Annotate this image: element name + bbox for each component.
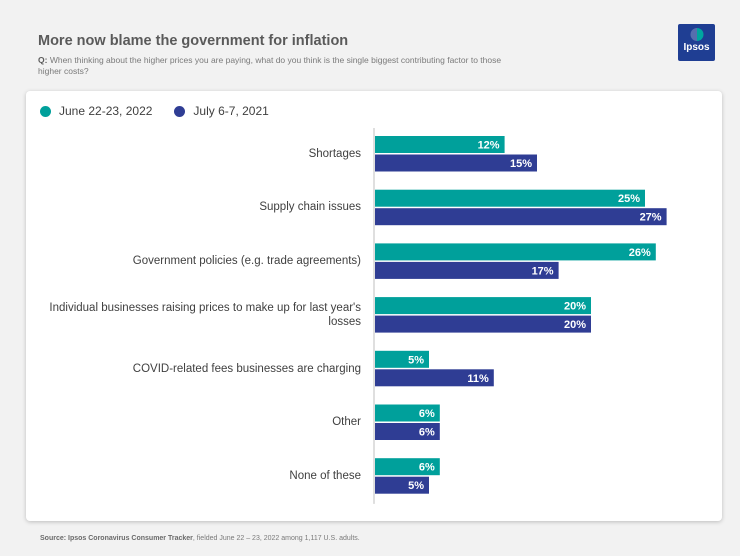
data-label: 15% bbox=[510, 158, 532, 170]
ipsos-logo-icon bbox=[690, 28, 704, 41]
category-label: Shortages bbox=[308, 147, 361, 160]
bar-2021 bbox=[375, 476, 429, 494]
ipsos-logo: Ipsos bbox=[678, 24, 715, 61]
question-prefix: Q: bbox=[38, 55, 48, 65]
bar-2021 bbox=[375, 261, 559, 279]
category-label: Other bbox=[332, 416, 361, 429]
data-label: 20% bbox=[564, 319, 586, 331]
category-label-box: None of these bbox=[289, 469, 361, 482]
data-label: 6% bbox=[419, 427, 435, 439]
category-label-box: COVID-related fees businesses are chargi… bbox=[132, 362, 361, 375]
legend-item-2022: June 22-23, 2022 bbox=[40, 104, 152, 118]
question-text: Q: When thinking about the higher prices… bbox=[38, 55, 508, 77]
category-label-box: Government policies (e.g. trade agreemen… bbox=[132, 255, 361, 268]
logo-light-half bbox=[690, 28, 697, 41]
bar-2022 bbox=[375, 404, 440, 422]
bar-2021 bbox=[375, 208, 667, 226]
category-label: Supply chain issues bbox=[259, 201, 361, 214]
bar-2021 bbox=[375, 154, 537, 172]
data-label: 6% bbox=[419, 462, 435, 474]
bar-2022 bbox=[375, 189, 645, 207]
category-label-box: Shortages bbox=[308, 147, 361, 160]
data-label: 12% bbox=[478, 140, 500, 152]
logo-accent-half bbox=[697, 28, 704, 41]
bar-2022 bbox=[375, 297, 591, 315]
legend-label-2021: July 6-7, 2021 bbox=[193, 104, 269, 118]
source-prefix: Source: bbox=[40, 535, 67, 542]
data-label: 6% bbox=[419, 408, 435, 420]
page-title: More now blame the government for inflat… bbox=[38, 33, 349, 49]
data-label: 27% bbox=[640, 212, 662, 224]
source-note: Source: Ipsos Coronavirus Consumer Track… bbox=[40, 535, 360, 542]
category-label: None of these bbox=[289, 469, 361, 482]
bar-2021 bbox=[375, 423, 440, 440]
bar-2022 bbox=[375, 458, 440, 476]
legend-item-2021: July 6-7, 2021 bbox=[174, 104, 269, 118]
source-name: Ipsos Coronavirus Consumer Tracker bbox=[68, 535, 193, 542]
category-label-box: Other bbox=[332, 416, 361, 429]
category-label: COVID-related fees businesses are chargi… bbox=[132, 362, 361, 375]
category-label-box: Individual businesses raising prices to … bbox=[49, 301, 361, 328]
legend-label-2022: June 22-23, 2022 bbox=[59, 104, 153, 118]
chart-card: June 22-23, 2022 July 6-7, 2021 Shortage… bbox=[26, 91, 722, 521]
legend-swatch-2021 bbox=[174, 105, 186, 117]
data-label: 11% bbox=[467, 373, 489, 385]
legend-swatch-2022 bbox=[40, 105, 51, 117]
bar-2021 bbox=[375, 369, 494, 387]
bar-2022 bbox=[375, 243, 656, 261]
data-label: 5% bbox=[408, 480, 424, 492]
data-label: 20% bbox=[564, 301, 586, 313]
source-rest: , fielded June 22 – 23, 2022 among 1,117… bbox=[192, 535, 360, 542]
logo-text: Ipsos bbox=[683, 42, 710, 53]
bar-2022 bbox=[375, 136, 505, 153]
category-label: Individual businesses raising prices to … bbox=[49, 301, 361, 328]
question-body: When thinking about the higher prices yo… bbox=[38, 55, 502, 76]
data-label: 5% bbox=[408, 354, 424, 366]
category-label-box: Supply chain issues bbox=[259, 201, 361, 214]
bar-chart: Shortages 12% 15% Supply chain issues 25%27%… bbox=[49, 128, 667, 504]
category-label: Government policies (e.g. trade agreemen… bbox=[132, 255, 361, 268]
bar-2022 bbox=[375, 350, 429, 368]
data-label: 17% bbox=[532, 265, 554, 277]
chart-legend: June 22-23, 2022 July 6-7, 2021 bbox=[40, 104, 291, 118]
data-label: 25% bbox=[618, 193, 640, 205]
data-label: 26% bbox=[629, 247, 651, 259]
bar-2021 bbox=[375, 315, 591, 333]
